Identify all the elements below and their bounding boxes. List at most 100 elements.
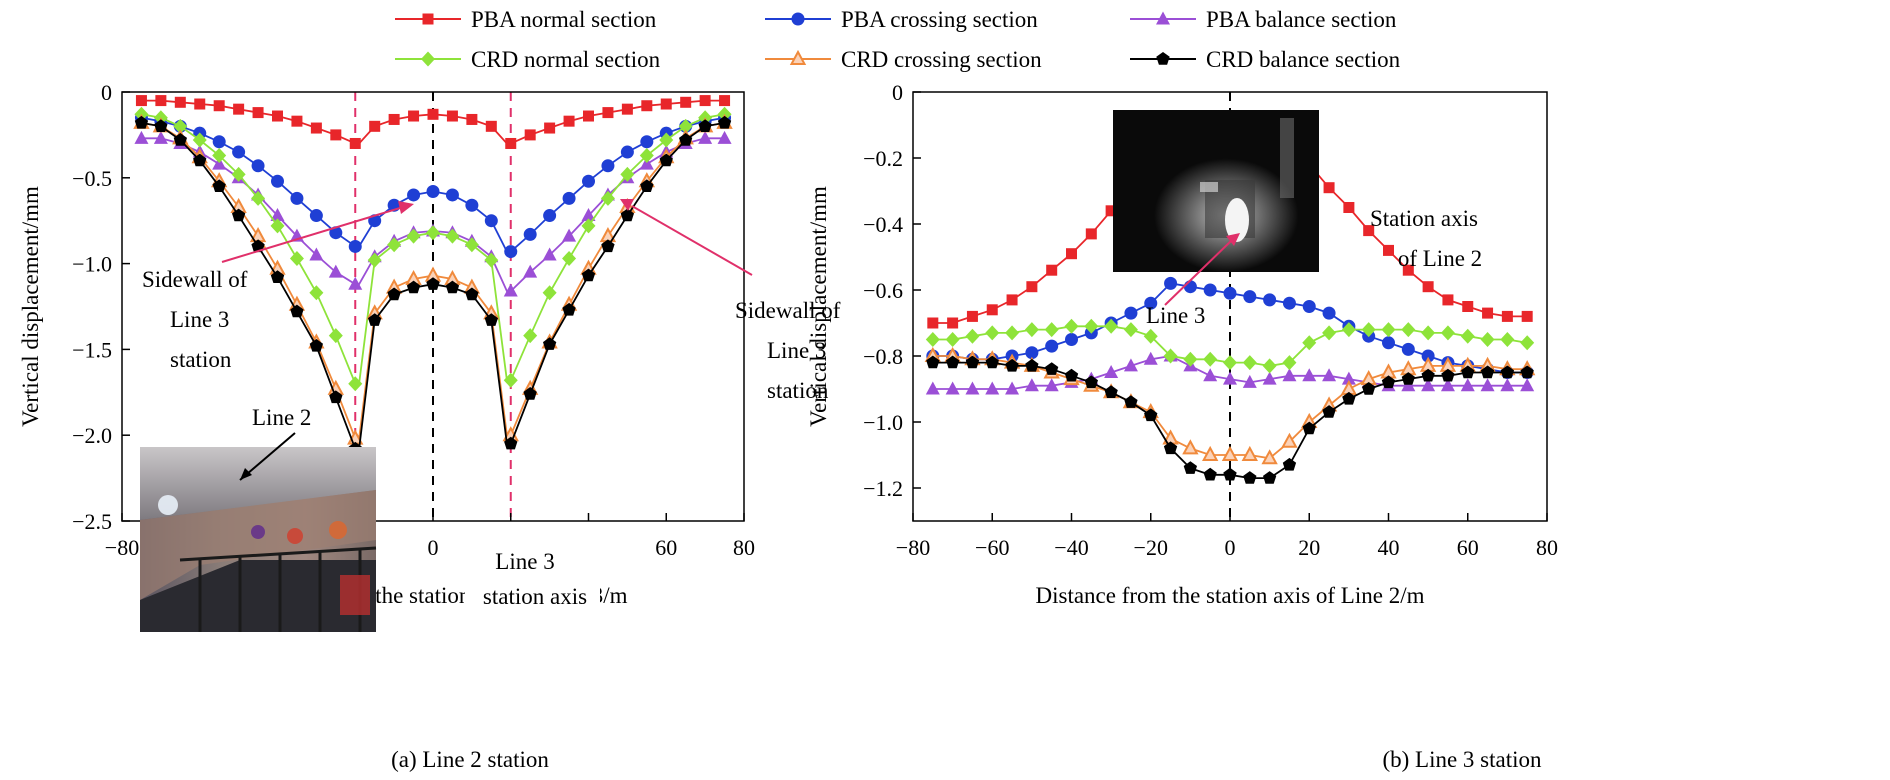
svg-text:of Line 2: of Line 2 [1398,246,1482,271]
data-point [1243,290,1257,304]
svg-text:station axis: station axis [483,584,587,609]
panel-b-tunnel-photo [1113,110,1319,272]
data-point [1223,286,1237,300]
data-point [641,100,653,112]
photo-a-arrowhead [240,468,252,480]
data-point [985,325,1000,341]
data-point [503,283,518,297]
data-point [620,145,634,159]
data-point [1362,382,1376,395]
data-point [1261,449,1278,465]
data-point [1382,336,1395,350]
data-point [426,225,440,241]
data-point [290,191,304,205]
data-point [466,113,478,125]
data-point [1045,362,1059,375]
data-point [1026,281,1038,293]
svg-text:Sidewall of: Sidewall of [735,298,841,323]
x-tick-label: −60 [975,535,1009,560]
data-point [965,355,980,369]
data-point [563,115,575,127]
data-point [583,110,594,122]
annotation-line-3-station-axis: Line 3 station axis [465,537,600,609]
legend-label: PBA balance section [1206,7,1397,32]
data-point [1064,318,1079,334]
data-point [601,239,615,253]
data-point [134,115,149,129]
x-tick-label: 80 [733,535,755,560]
data-point [406,228,421,244]
svg-text:Line 3: Line 3 [170,307,229,332]
data-point [542,247,557,261]
data-point [543,209,557,223]
y-tick-label: −1.0 [863,410,903,435]
data-point [925,381,940,395]
data-point [985,355,999,369]
data-point [1381,322,1396,338]
legend-label: PBA normal section [471,7,657,32]
data-point [1005,325,1020,341]
data-point [1520,378,1535,392]
data-point [1124,395,1138,408]
data-point [1104,365,1119,378]
data-point [1064,368,1079,382]
x-axis-label: Distance from the station axis of Line 2… [1036,583,1425,608]
data-point [348,376,363,392]
data-point [1302,368,1317,382]
data-point [251,159,265,173]
x-tick-label: 40 [1378,535,1400,560]
panel-a-caption: (a) Line 2 station [391,747,549,772]
data-point [945,381,960,395]
data-point [1421,349,1435,363]
svg-text:Sidewall of: Sidewall of [142,267,248,292]
data-point [1480,332,1495,347]
data-point [1282,296,1296,310]
data-point [1342,391,1356,405]
data-point [291,115,303,127]
data-point [1322,306,1336,320]
photo-b-label: Line 3 [1146,303,1205,328]
legend: PBA normal section PBA crossing section PB… [395,7,1401,72]
data-point [1046,264,1058,276]
data-point [1322,368,1337,382]
data-point [1500,365,1514,379]
data-point [542,285,557,301]
data-point [484,313,498,326]
data-point [965,328,980,344]
data-point [1322,325,1337,341]
data-point [1065,333,1078,346]
data-point [1343,202,1355,213]
data-point [1500,378,1515,392]
data-point [153,130,168,144]
y-tick-label: −1.2 [863,476,903,501]
data-point [1066,248,1077,260]
panel-b-line-3-station: −80 −60 −40 −20 0 20 40 60 80 0 −0.2 −0.4 −0.6 −0.8 −1… [806,80,1558,772]
data-point [445,280,460,294]
data-point [328,264,343,278]
data-point [1281,432,1298,448]
data-point [1480,378,1495,392]
data-point [1441,368,1455,382]
data-point [1462,301,1474,312]
data-point [544,122,556,134]
panel-a-plot-area: −80−60−40−200204060800−0.5−1.0−1.5−2.0−2… [18,80,755,608]
photo-a-label: Line 2 [252,405,311,430]
legend-entry-pba-normal-section: PBA normal section [395,7,657,32]
photo-a-pointer-arrow [239,432,296,481]
data-point [717,115,732,129]
data-point [986,304,998,316]
data-point [1105,205,1117,217]
data-point [1402,264,1414,276]
data-point [1422,281,1434,293]
data-point [562,228,577,242]
data-point [1124,306,1138,320]
data-point [1282,355,1297,371]
data-point [1263,471,1277,484]
data-point [1401,342,1415,356]
data-point [212,156,227,170]
data-point [1521,310,1533,322]
data-point [1044,322,1059,338]
x-tick-label: −80 [896,535,930,560]
data-point [1025,346,1039,360]
data-point [231,166,246,182]
